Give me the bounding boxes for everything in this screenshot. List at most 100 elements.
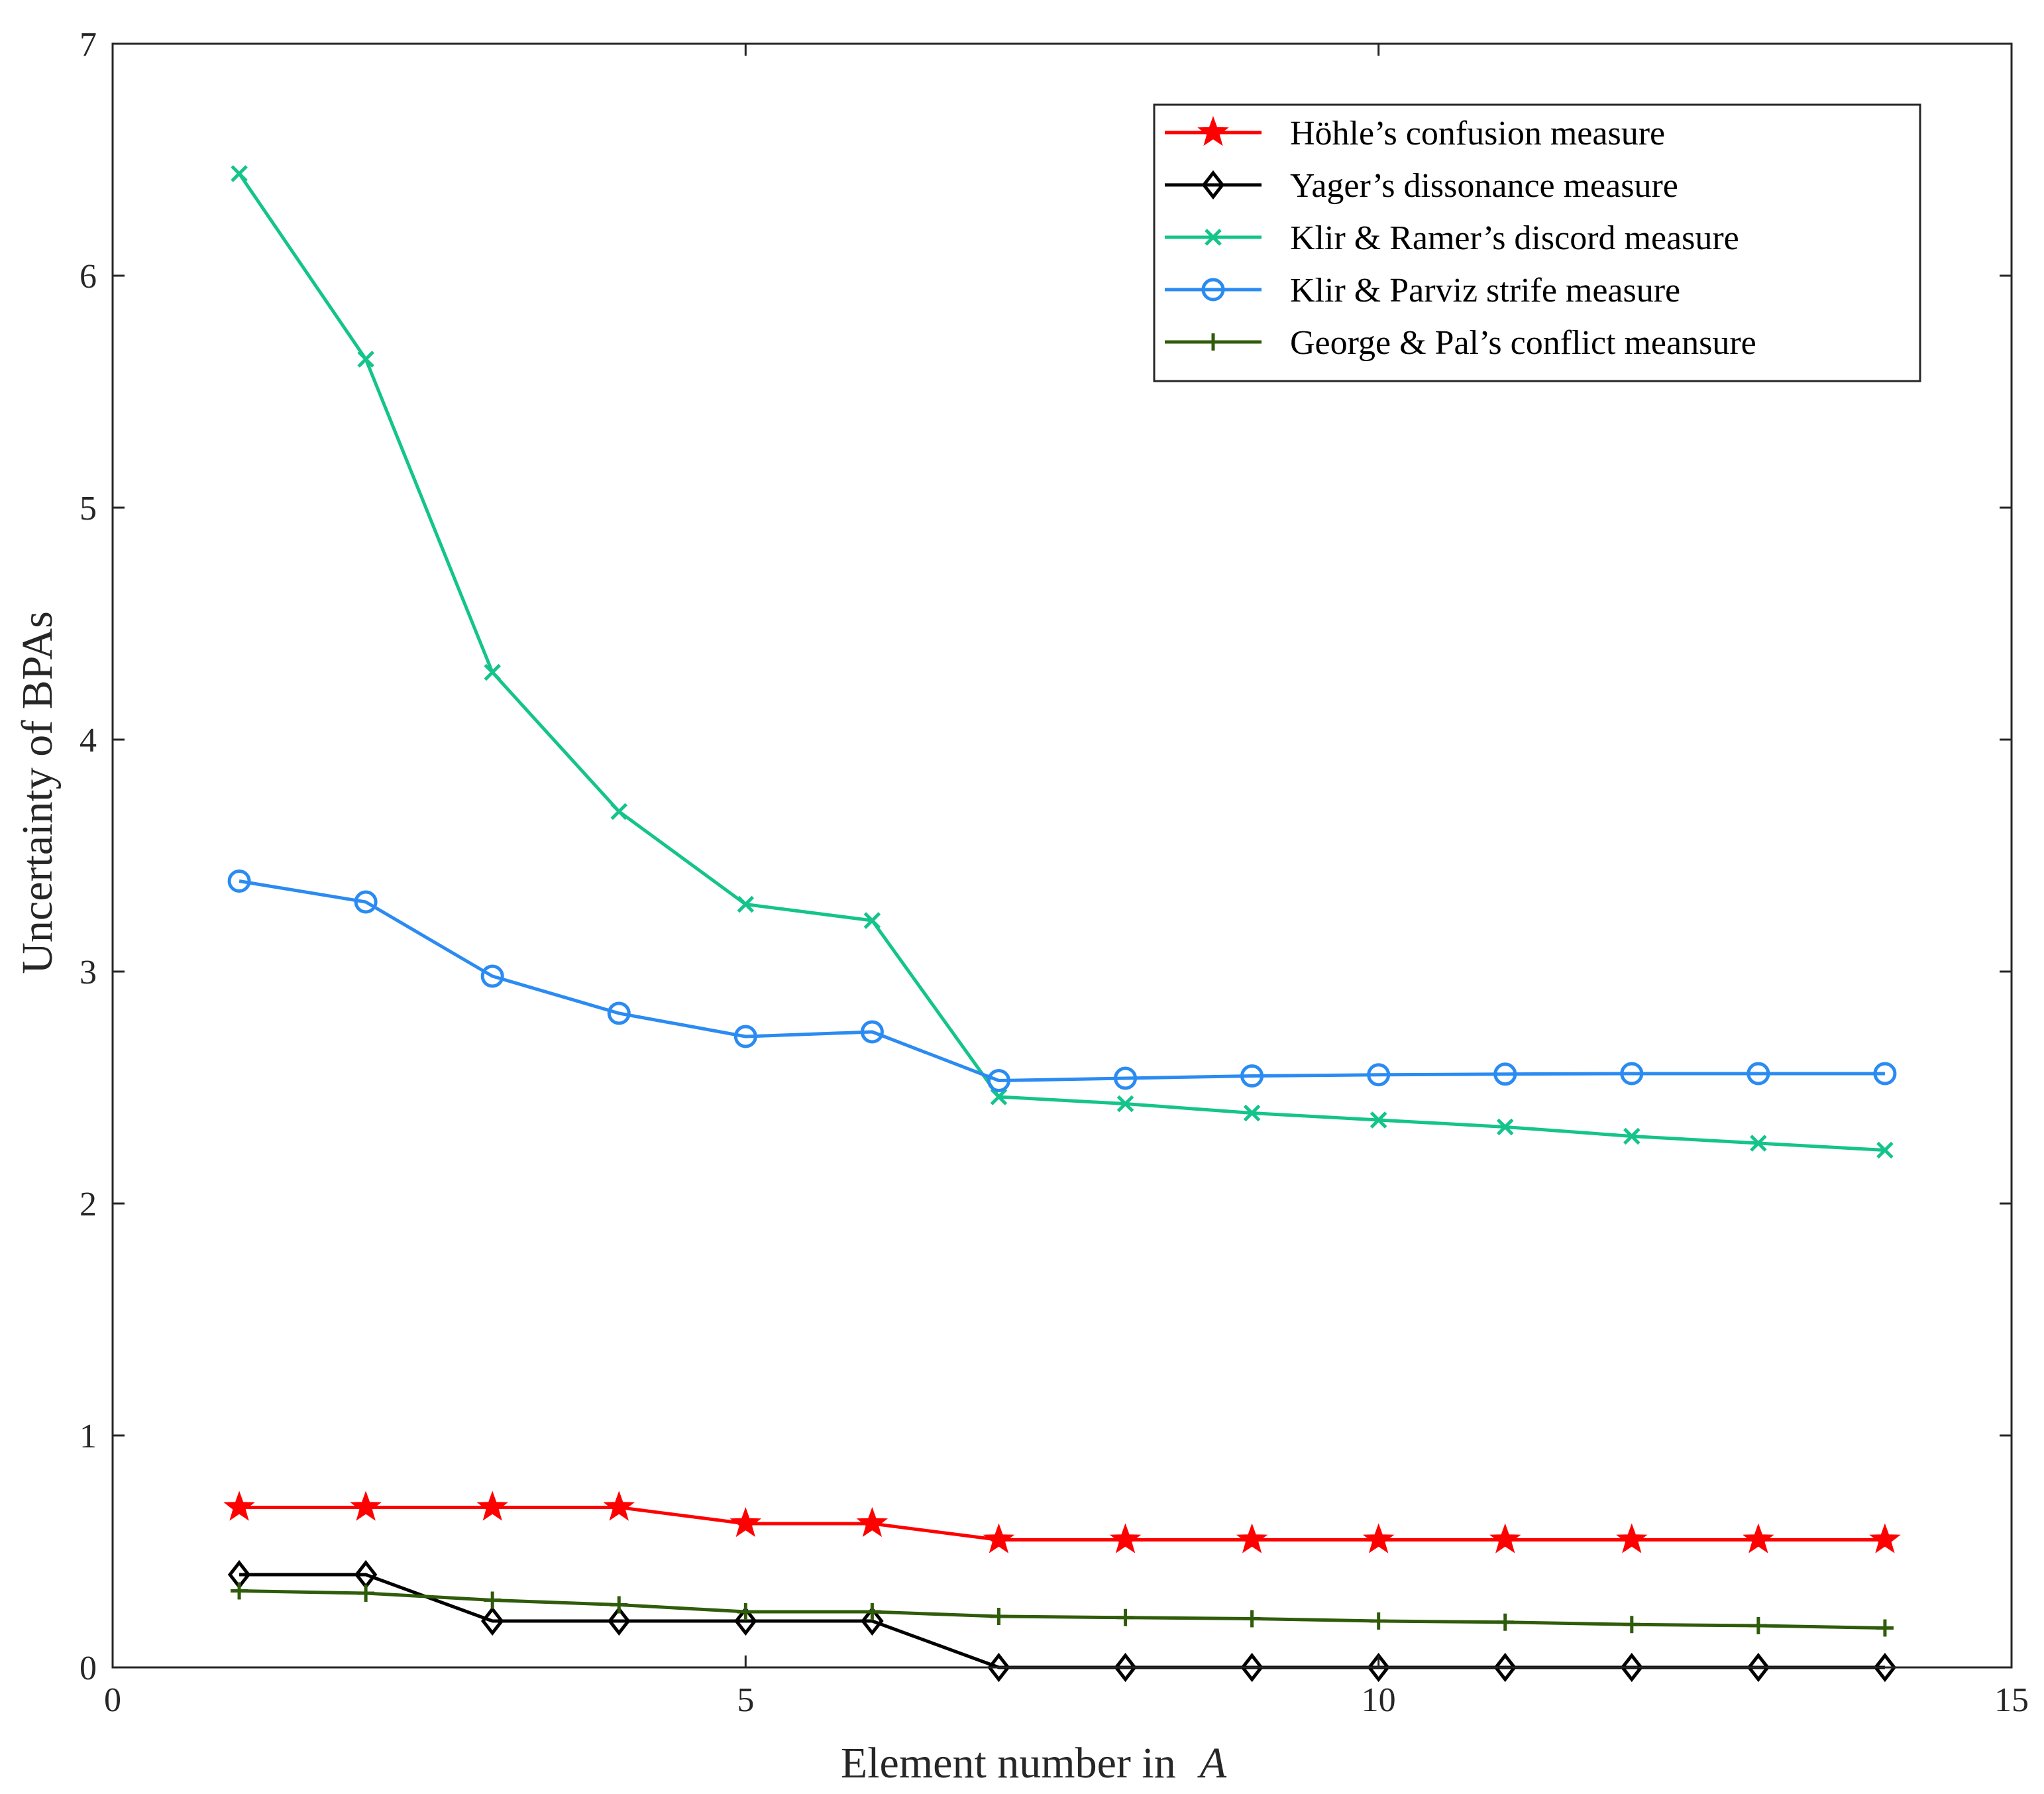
data-point (610, 1596, 628, 1614)
legend-box (1153, 103, 1921, 382)
y-tick-label: 0 (80, 1650, 97, 1687)
series-line-3 (238, 172, 1886, 1152)
data-point (1749, 1617, 1767, 1634)
legend-marker (1201, 170, 1225, 200)
data-point (1240, 1652, 1264, 1683)
y-axis-label: Uncertainty of BPAs (13, 611, 62, 974)
data-point (861, 1606, 884, 1636)
data-point (990, 1088, 1008, 1105)
data-point (357, 351, 374, 368)
data-point (1623, 1127, 1641, 1145)
data-point (1620, 1652, 1644, 1683)
data-point (1114, 1066, 1138, 1090)
data-point (607, 1001, 631, 1025)
data-point (476, 1490, 508, 1521)
data-point (1236, 1523, 1268, 1553)
data-point (1116, 1608, 1134, 1626)
y-tick-label: 7 (80, 26, 97, 64)
data-point (484, 1591, 502, 1609)
data-point (737, 1603, 755, 1620)
x-tick-label: 15 (1994, 1681, 2029, 1719)
legend-marker (1201, 278, 1225, 302)
data-point (987, 1069, 1010, 1092)
data-point (354, 890, 378, 914)
data-point (1743, 1523, 1774, 1553)
data-point (608, 1606, 631, 1636)
data-point (1496, 1118, 1514, 1136)
data-point (223, 1490, 255, 1521)
series-line-4 (239, 879, 1885, 1082)
y-tick-label: 1 (80, 1418, 97, 1455)
data-point (1243, 1610, 1261, 1628)
legend-label: George & Pal’s conflict meansure (1290, 324, 1756, 362)
data-point (863, 1603, 881, 1620)
y-tick-label: 2 (80, 1186, 97, 1223)
data-point (1362, 1523, 1395, 1553)
data-point (1243, 1104, 1261, 1122)
data-point (1489, 1523, 1521, 1553)
data-point (1493, 1062, 1517, 1086)
data-point (350, 1490, 382, 1521)
legend-label: Klir & Ramer’s discord measure (1290, 219, 1739, 257)
y-tick-label: 3 (80, 954, 97, 991)
legend-item: Yager’s dissonance measure (1165, 167, 1678, 205)
series-5 (231, 1582, 1894, 1637)
data-point (1496, 1613, 1514, 1631)
series-1 (223, 1490, 1901, 1553)
legend-label: Höhle’s confusion measure (1290, 115, 1665, 152)
data-point (1623, 1616, 1641, 1634)
legend-label: Klir & Parviz strife measure (1290, 272, 1680, 309)
data-point (737, 895, 755, 913)
axes-box (111, 42, 2013, 1669)
y-tick-label: 4 (80, 722, 97, 759)
data-point (734, 1606, 757, 1636)
data-point (1747, 1062, 1770, 1086)
data-point (357, 1585, 375, 1602)
y-tick-label: 5 (80, 490, 97, 528)
data-point (1114, 1652, 1137, 1683)
x-tick-label: 5 (737, 1681, 754, 1719)
data-point (1876, 1141, 1894, 1159)
data-point (987, 1652, 1010, 1683)
data-point (603, 1490, 635, 1521)
y-tick-label: 6 (80, 258, 97, 296)
data-point (729, 1507, 762, 1538)
data-point (1116, 1095, 1134, 1113)
data-point (1873, 1062, 1897, 1086)
data-point (983, 1523, 1015, 1553)
data-point (1747, 1652, 1770, 1683)
data-point (1370, 1111, 1387, 1129)
data-point (860, 1020, 884, 1044)
data-point (1750, 1135, 1767, 1152)
data-point (1876, 1619, 1894, 1637)
data-point (227, 869, 251, 893)
legend-item: Klir & Parviz strife measure (1165, 272, 1680, 309)
legend-item: Klir & Ramer’s discord measure (1165, 219, 1739, 257)
data-point (1873, 1652, 1897, 1683)
series-line-1 (239, 1506, 1885, 1542)
data-point (1109, 1523, 1142, 1553)
data-point (1620, 1062, 1644, 1086)
data-point (1367, 1652, 1390, 1683)
data-point (484, 663, 501, 681)
data-point (1370, 1612, 1387, 1630)
data-point (231, 1582, 248, 1600)
series-3 (231, 165, 1894, 1159)
legend: Höhle’s confusion measure Yager’s dissona… (1153, 103, 1921, 382)
data-point (733, 1025, 757, 1048)
data-point (863, 912, 881, 929)
data-point (990, 1608, 1008, 1625)
legend-marker (1205, 229, 1222, 246)
data-point (480, 964, 504, 988)
x-axis-label: Element number in A (841, 1739, 1227, 1787)
axes-layer: 0 5 10 15 0 1 2 3 4 5 6 7 (80, 26, 2029, 1719)
data-point (231, 165, 248, 182)
x-tick-label: 10 (1362, 1681, 1396, 1719)
legend-item: Höhle’s confusion measure (1165, 115, 1665, 152)
legend-item: George & Pal’s conflict meansure (1165, 324, 1756, 362)
data-point (1240, 1064, 1264, 1088)
legend-marker (1205, 333, 1222, 351)
data-point (856, 1507, 888, 1538)
legend-label: Yager’s dissonance measure (1290, 167, 1678, 205)
